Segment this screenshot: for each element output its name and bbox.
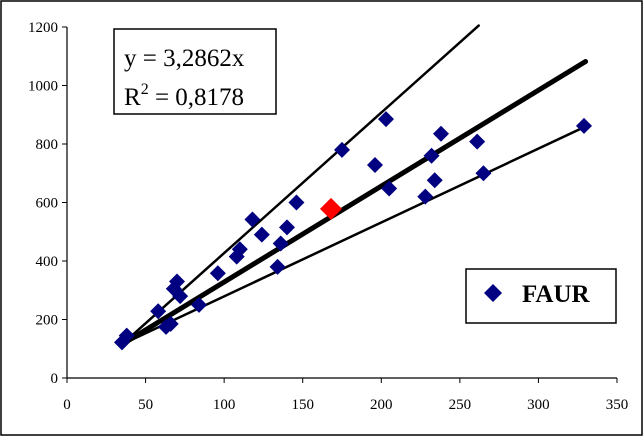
y-tick-label: 400 <box>36 254 59 270</box>
x-tick-label: 250 <box>449 397 472 413</box>
data-point <box>417 188 434 205</box>
x-tick-label: 100 <box>213 397 236 413</box>
y-tick-label: 0 <box>51 371 59 387</box>
y-tick-label: 600 <box>36 196 59 212</box>
data-point <box>433 125 449 142</box>
data-point <box>150 303 167 320</box>
data-point <box>367 157 383 174</box>
data-point <box>244 211 261 228</box>
data-point <box>423 147 440 164</box>
x-tick-label: 50 <box>138 397 153 413</box>
data-point <box>231 241 248 258</box>
data-point <box>253 226 270 243</box>
y-tick-label: 1200 <box>28 20 58 36</box>
data-point <box>378 111 394 128</box>
data-point <box>279 219 295 236</box>
data-points <box>114 111 592 351</box>
data-point <box>272 235 289 252</box>
r-squared-value: = 0,8178 <box>149 84 244 111</box>
data-point <box>172 288 189 305</box>
data-point <box>269 258 286 275</box>
data-point <box>209 265 226 282</box>
data-point <box>381 180 398 197</box>
equation-text: y = 3,2862x <box>124 45 245 72</box>
axes <box>62 26 618 383</box>
data-point <box>469 133 486 150</box>
data-point <box>475 165 492 182</box>
x-tick-label: 350 <box>606 397 629 413</box>
data-point <box>162 315 179 332</box>
r-squared-text: R2 = 0,8178 <box>124 81 244 111</box>
highlighted-data-point <box>320 197 342 220</box>
data-point <box>191 296 207 313</box>
x-tick-label: 300 <box>527 397 550 413</box>
data-point <box>426 172 443 189</box>
x-tick-label: 150 <box>291 397 314 413</box>
y-tick-label: 200 <box>36 313 59 329</box>
equation-box: y = 3,2862x R2 = 0,8178 <box>113 28 277 115</box>
y-tick-label: 800 <box>36 137 59 153</box>
x-tick-label: 200 <box>370 397 393 413</box>
r-squared-label: R <box>124 84 141 111</box>
data-point <box>169 273 185 290</box>
legend: FAUR <box>465 268 617 324</box>
y-tick-label: 1000 <box>28 79 58 95</box>
data-point <box>118 327 135 344</box>
legend-label: FAUR <box>522 281 591 308</box>
tick-labels: 0 200 400 600 800 1000 1200 0 50 100 150 200 250 300 3… <box>28 20 628 413</box>
data-point <box>576 117 592 134</box>
data-point <box>334 141 350 158</box>
x-tick-label: 0 <box>63 397 71 413</box>
data-point <box>288 194 305 211</box>
r-squared-exponent: 2 <box>141 81 149 98</box>
equation-box-frame <box>113 28 277 115</box>
legend-diamond-icon <box>484 284 502 302</box>
